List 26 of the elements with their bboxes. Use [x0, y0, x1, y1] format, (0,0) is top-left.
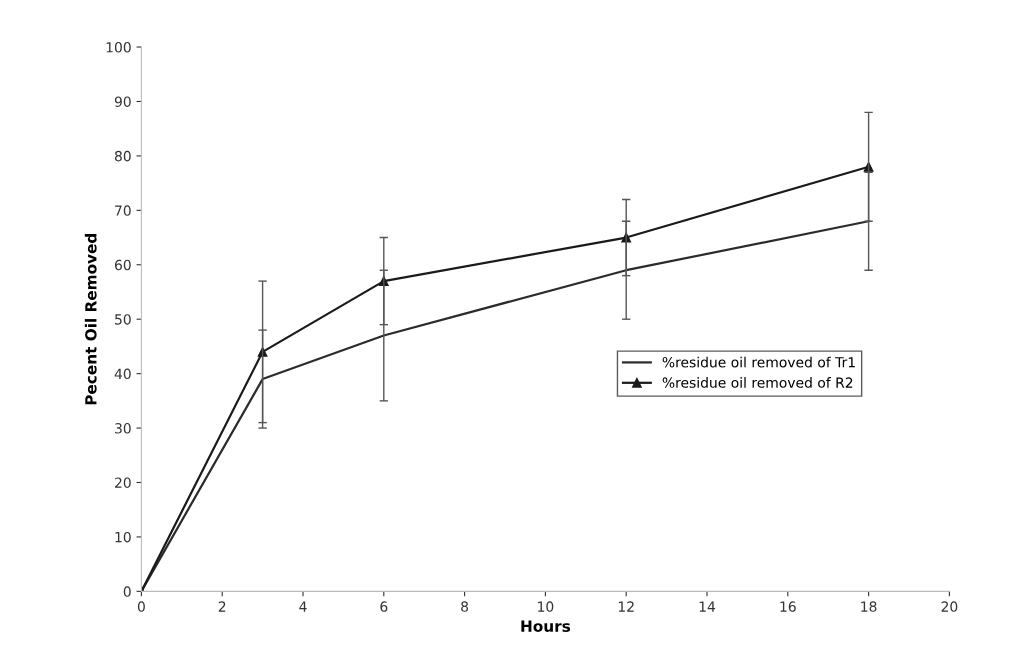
y-tick-label: 0	[123, 586, 131, 597]
y-tick-label: 50	[115, 314, 131, 325]
y-axis-title: Pecent Oil Removed	[84, 233, 97, 405]
x-tick-label: 10	[538, 601, 554, 612]
x-tick-label: 4	[299, 601, 307, 612]
y-tick-label: 30	[115, 423, 131, 434]
x-tick-label: 6	[380, 601, 388, 612]
x-tick-label: 14	[699, 601, 716, 612]
y-tick-label: 20	[115, 477, 131, 488]
y-tick-label: 70	[115, 205, 131, 216]
y-tick-label: 10	[115, 531, 131, 543]
x-tick-label: 12	[618, 601, 634, 612]
legend-label: %residue oil removed of Tr1	[662, 356, 855, 368]
y-tick-label: 40	[114, 368, 131, 380]
legend-label: %residue oil removed of R2	[662, 377, 853, 388]
x-tick-label: 18	[861, 601, 877, 612]
y-tick-label: 80	[114, 150, 131, 162]
x-tick-label: 0	[137, 601, 145, 612]
y-tick-label: 60	[114, 259, 131, 271]
x-tick-label: 16	[780, 601, 796, 612]
y-tick-label: 90	[114, 96, 131, 107]
x-tick-label: 20	[941, 601, 958, 612]
x-axis-title: Hours	[521, 620, 571, 632]
x-tick-label: 2	[218, 601, 226, 612]
x-tick-label: 8	[461, 601, 469, 612]
y-tick-label: 100	[106, 42, 131, 53]
